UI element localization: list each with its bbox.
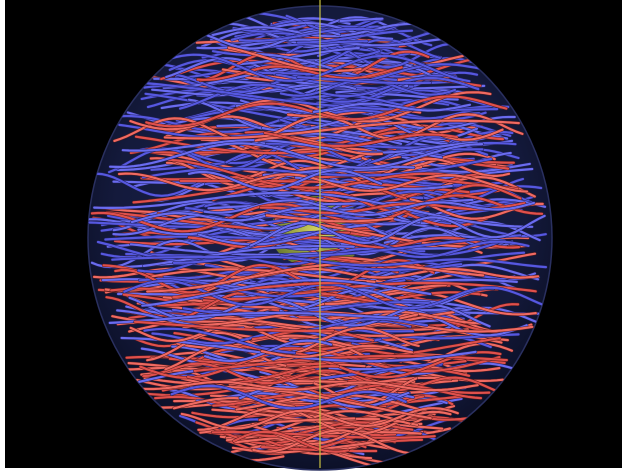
red-field-line: [142, 362, 511, 397]
red-field-line: [252, 419, 411, 446]
blue-field-line: [141, 278, 432, 307]
blue-field-line: [320, 362, 443, 380]
blue-field-line: [305, 317, 428, 332]
blue-field-line: [187, 169, 383, 191]
blue-field-line: [172, 255, 547, 269]
blue-field-line: [109, 142, 484, 169]
blue-field-line: [165, 57, 438, 85]
blue-field-line: [197, 228, 332, 246]
blue-field-line: [142, 245, 355, 267]
red-field-line: [252, 429, 429, 455]
blue-field-line: [104, 235, 341, 246]
red-field-line: [113, 113, 524, 142]
blue-field-line: [170, 384, 407, 410]
red-field-line: [255, 379, 348, 383]
red-field-line: [260, 344, 414, 358]
blue-field-line: [112, 208, 421, 236]
blue-field-line: [261, 115, 516, 133]
red-field-line: [248, 409, 419, 436]
blue-field-line: [93, 191, 534, 228]
red-field-line: [105, 211, 282, 231]
red-field-line: [140, 380, 479, 392]
blue-field-line: [232, 24, 307, 33]
red-field-line: [193, 354, 508, 372]
red-field-line: [110, 287, 383, 304]
red-field-line: [146, 262, 485, 293]
red-field-line: [133, 320, 335, 332]
red-field-line: [145, 95, 508, 128]
blue-field-line: [296, 29, 413, 44]
blue-field-line: [162, 53, 471, 83]
red-field-line: [232, 430, 349, 453]
red-field-line: [192, 306, 483, 325]
blue-field-line: [279, 78, 456, 97]
red-field-line: [211, 431, 436, 439]
blue-field-line: [249, 214, 546, 247]
blue-field-line: [211, 22, 418, 38]
red-field-line: [129, 323, 420, 347]
red-field-line: [132, 174, 519, 204]
red-field-line: [145, 268, 376, 283]
blue-field-line: [111, 234, 522, 261]
red-field-line: [172, 396, 296, 410]
red-field-line: [263, 131, 458, 148]
field-lines: [88, 11, 548, 470]
blue-field-line: [130, 201, 535, 224]
red-field-line: [254, 136, 383, 156]
blue-field-line: [203, 199, 374, 223]
red-field-line: [129, 91, 492, 131]
red-field-line: [196, 65, 403, 81]
red-field-line: [233, 431, 422, 444]
blue-field-line: [312, 102, 471, 113]
red-field-line: [265, 214, 394, 223]
red-field-line: [252, 347, 501, 373]
blue-field-line: [275, 63, 482, 85]
blue-field-line: [228, 287, 495, 310]
blue-field-line: [196, 392, 415, 403]
red-field-line: [163, 119, 520, 140]
red-field-line: [197, 406, 452, 436]
red-field-line: [164, 344, 287, 371]
red-field-line: [227, 46, 362, 73]
blue-field-line: [121, 138, 478, 154]
red-field-line: [118, 172, 529, 193]
blue-field-line: [339, 17, 384, 23]
blue-field-line: [231, 46, 360, 66]
blue-field-line: [108, 311, 399, 324]
red-field-line: [168, 337, 501, 366]
red-field-line: [189, 385, 432, 420]
red-field-line: [167, 158, 452, 189]
red-field-line: [146, 331, 335, 362]
blue-field-line: [238, 27, 391, 43]
